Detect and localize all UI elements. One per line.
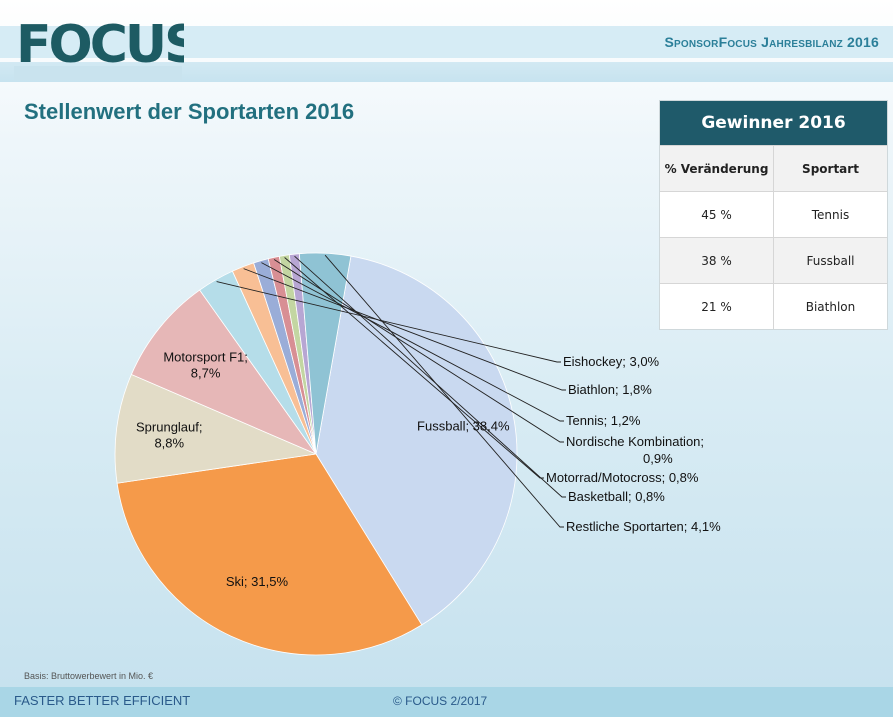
sport-cell: Fussball	[806, 253, 855, 268]
pie-chart: Fussball; 38,4% Ski; 31,5% Sprunglauf; 8,8%…	[114, 252, 721, 656]
slice-label-motorrad-motocross: Motorrad/Motocross; 0,8%	[546, 470, 699, 485]
header-bar	[0, 26, 893, 58]
slice-label-fussball: Fussball; 38,4%	[417, 419, 510, 434]
page-title: Stellenwert der Sportarten 2016	[24, 99, 355, 124]
report-title: SponsorFocus Jahresbilanz 2016	[664, 34, 879, 50]
change-cell: 21 %	[660, 284, 774, 329]
slice-label-basketball: Basketball; 0,8%	[568, 489, 665, 504]
winner-table: Gewinner 2016 % Veränderung Sportart 45 …	[659, 100, 888, 330]
footer-bar: FASTER BETTER EFFICIENT © FOCUS 2/2017	[0, 687, 893, 717]
slice-ski	[116, 453, 423, 656]
logo-graphic: FOCUS	[14, 15, 202, 80]
slice-label-biathlon: Biathlon; 1,8%	[568, 382, 652, 397]
change-cell: 45 %	[660, 192, 774, 237]
leader-line-nordische-kombination	[273, 259, 564, 443]
column-header-sport: Sportart	[802, 161, 859, 176]
table-row: 21 % Biathlon	[660, 283, 887, 329]
table-row: 38 % Fussball	[660, 237, 887, 283]
slice-sprunglauf	[114, 373, 318, 484]
slice-label-tennis: Tennis; 1,2%	[566, 413, 641, 428]
header-strip	[0, 62, 893, 82]
footer-slogan: FASTER BETTER EFFICIENT	[14, 693, 191, 708]
slice-label-nordische-kombination: Nordische Kombination; 0,9%	[566, 434, 704, 466]
slice-label-eishockey: Eishockey; 3,0%	[563, 354, 660, 369]
slice-label-sprunglauf: Sprunglauf; 8,8%	[136, 420, 203, 451]
logo-text: FOCUS	[16, 15, 184, 75]
focus-logo: FOCUS	[14, 8, 202, 84]
column-header-change: % Veränderung	[660, 146, 774, 191]
leader-line-motorrad-motocross	[284, 257, 544, 479]
slice-label-restliche-sportarten: Restliche Sportarten; 4,1%	[566, 519, 721, 534]
leader-line-basketball	[294, 255, 566, 498]
change-cell: 38 %	[660, 238, 774, 283]
table-row: 45 % Tennis	[660, 191, 887, 237]
sport-cell: Biathlon	[805, 299, 856, 314]
winner-table-header-row: % Veränderung Sportart	[660, 145, 887, 191]
footer-copyright: © FOCUS 2/2017	[393, 694, 488, 708]
basis-note: Basis: Bruttowerbewert in Mio. €	[24, 671, 154, 681]
leader-line-restliche-sportarten	[324, 254, 564, 528]
sport-cell: Tennis	[811, 207, 850, 222]
slice-label-motorsport-f1: Motorsport F1; 8,7%	[163, 350, 248, 381]
slice-motorsport-f1	[130, 289, 318, 455]
winner-table-title: Gewinner 2016	[660, 101, 887, 145]
slice-fussball	[315, 255, 518, 626]
slice-label-ski: Ski; 31,5%	[226, 574, 289, 589]
leader-line-eishockey	[216, 281, 561, 363]
